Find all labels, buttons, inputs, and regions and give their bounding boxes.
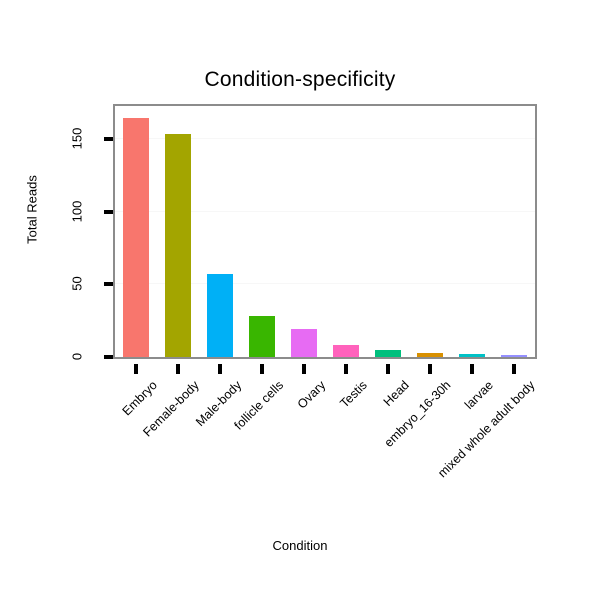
y-axis-tick-mark xyxy=(104,137,113,142)
y-axis-tick-mark xyxy=(104,282,113,287)
plot-area xyxy=(115,106,535,357)
x-axis-tick-mark xyxy=(134,364,138,374)
x-axis-tick-mark xyxy=(176,364,180,374)
bar xyxy=(206,274,233,357)
x-axis-tick-label: Ovary xyxy=(294,378,328,412)
y-axis-tick-label: 50 xyxy=(69,276,85,292)
x-axis-tick-mark xyxy=(218,364,222,374)
plot-panel xyxy=(113,104,537,359)
bar xyxy=(332,345,359,357)
bar xyxy=(290,329,317,357)
x-axis-tick-mark xyxy=(302,364,306,374)
x-axis-tick-label: larvae xyxy=(461,378,496,412)
bar xyxy=(416,352,443,357)
y-axis-tick-mark xyxy=(104,209,113,214)
x-axis-tick-mark xyxy=(386,364,390,374)
x-axis-tick-mark xyxy=(344,364,348,374)
bar xyxy=(122,117,149,357)
bar xyxy=(374,349,401,357)
x-axis-tick-mark xyxy=(470,364,474,374)
x-axis-tick-mark xyxy=(512,364,516,374)
y-axis-tick-label: 100 xyxy=(69,200,85,223)
x-axis-title: Condition xyxy=(272,538,328,553)
gridline xyxy=(115,210,535,212)
x-axis-tick-label: Head xyxy=(380,378,412,410)
x-axis-tick-mark xyxy=(428,364,432,374)
y-axis-title: Total Reads xyxy=(24,175,40,244)
chart-title: Condition-specificity xyxy=(204,68,396,91)
x-axis-tick-label: Embryo xyxy=(119,378,160,419)
y-axis-tick-mark xyxy=(104,355,113,359)
bar xyxy=(500,354,527,357)
bar xyxy=(458,354,485,357)
y-axis-tick-label: 150 xyxy=(69,128,85,150)
gridline xyxy=(115,283,535,285)
bar xyxy=(248,316,275,357)
y-axis-tick-label: 0 xyxy=(69,352,85,361)
x-axis-tick-label: Testis xyxy=(337,378,370,411)
bar xyxy=(164,133,191,357)
x-axis-tick-mark xyxy=(260,364,264,374)
gridline xyxy=(115,138,535,140)
